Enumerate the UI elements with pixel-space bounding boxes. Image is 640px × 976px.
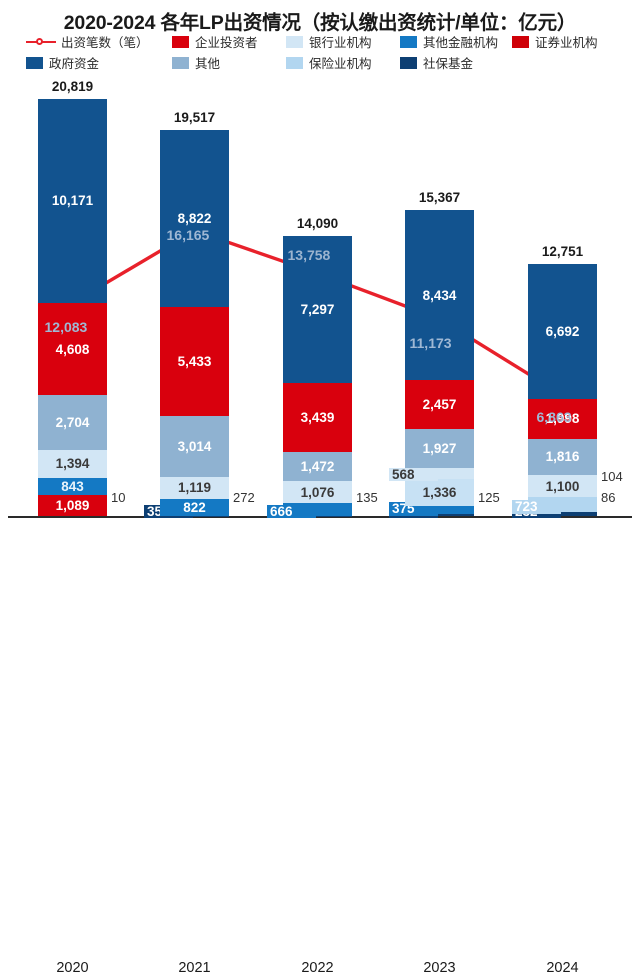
legend-label: 其他金融机构 (423, 32, 498, 51)
bar-segment-label: 822 (160, 501, 229, 515)
chart-legend: 出资笔数（笔） 企业投资者 银行业机构 其他金融机构 证券业机构政府资金 其他 保险业机构 社… (0, 33, 640, 75)
legend-line-marker-icon (26, 36, 56, 48)
bar-side-label: 135 (356, 490, 378, 505)
bar-segment-label: 4,608 (38, 343, 107, 357)
bar-segment-label: 1,089 (38, 499, 107, 513)
bar-segment-label: 666 (267, 505, 316, 519)
legend-item-4[interactable]: 其他金融机构 (400, 33, 498, 50)
bar-segment-label: 1,100 (528, 480, 597, 494)
legend-label: 证券业机构 (535, 32, 598, 51)
bar-segment-label: 1,927 (405, 442, 474, 456)
legend-label: 企业投资者 (195, 32, 258, 51)
bar-total-label: 14,090 (269, 216, 366, 231)
bar-segment-label: 5,433 (160, 355, 229, 369)
legend-item-7[interactable]: 其他 (172, 54, 220, 71)
legend-swatch-icon (172, 57, 189, 69)
bar-segment-label: 1,472 (283, 460, 352, 474)
legend-swatch-icon (512, 36, 529, 48)
bar-total-label: 12,751 (514, 244, 611, 259)
line-point-label: 13,758 (288, 247, 331, 263)
bar-segment-label: 8,434 (405, 289, 474, 303)
legend-swatch-icon (400, 57, 417, 69)
legend-item-1[interactable]: 出资笔数（笔） (26, 33, 149, 50)
bar-side-label: 272 (233, 490, 255, 505)
x-axis-tick-2022: 2022 (267, 960, 368, 976)
legend-swatch-icon (400, 36, 417, 48)
bar-segment-label: 3,014 (160, 440, 229, 454)
bar-side-label: 10 (111, 490, 125, 505)
line-point-label: 11,173 (410, 335, 452, 351)
bar-segment-label: 6,692 (528, 325, 597, 339)
bar-total-label: 15,367 (391, 190, 488, 205)
legend-label: 出资笔数（笔） (61, 32, 149, 51)
line-point-label: 6,863 (537, 409, 572, 425)
legend-item-9[interactable]: 社保基金 (400, 54, 473, 71)
legend-label: 社保基金 (423, 53, 473, 72)
bar-segment-label: 1,076 (283, 486, 352, 500)
x-axis-tick-2023: 2023 (389, 960, 490, 976)
bar-segment-label: 8,822 (160, 212, 229, 226)
legend-item-3[interactable]: 银行业机构 (286, 33, 372, 50)
x-axis-tick-2021: 2021 (144, 960, 245, 976)
bar-segment-label: 1,816 (528, 450, 597, 464)
legend-item-5[interactable]: 证券业机构 (512, 33, 598, 50)
legend-label: 保险业机构 (309, 53, 372, 72)
x-axis-tick-2020: 2020 (22, 960, 123, 976)
legend-swatch-icon (172, 36, 189, 48)
line-point-label: 16,165 (167, 227, 210, 243)
legend-label: 政府资金 (49, 53, 99, 72)
bar-segment-label: 2,457 (405, 398, 474, 412)
chart-container: 2020-2024 各年LP出资情况（按认缴出资统计/单位：亿元） 出资笔数（笔… (0, 0, 640, 554)
bar-side-label: 104 (601, 469, 623, 484)
legend-label: 其他 (195, 53, 220, 72)
bar-segment-label: 1,119 (160, 481, 229, 495)
chart-title: 2020-2024 各年LP出资情况（按认缴出资统计/单位：亿元） (0, 6, 640, 35)
bar-segment-label: 10,171 (38, 194, 107, 208)
bar-segment-label: 843 (38, 480, 107, 494)
bar-segment-label: 3,439 (283, 411, 352, 425)
legend-label: 银行业机构 (309, 32, 372, 51)
bar-side-label: 86 (601, 490, 615, 505)
bar-total-label: 20,819 (24, 79, 121, 94)
bar-segment-label: 1,394 (38, 457, 107, 471)
bar-segment-label: 2,704 (38, 416, 107, 430)
line-point-label: 12,083 (45, 319, 88, 335)
x-axis-tick-2024: 2024 (512, 960, 613, 976)
legend-swatch-icon (26, 57, 43, 69)
bar-side-label: 125 (478, 490, 500, 505)
legend-item-6[interactable]: 政府资金 (26, 54, 99, 71)
bar-segment-label: 1,336 (405, 486, 474, 500)
legend-item-8[interactable]: 保险业机构 (286, 54, 372, 71)
legend-item-2[interactable]: 企业投资者 (172, 33, 258, 50)
bar-segment-label: 568 (389, 468, 438, 482)
bar-segment-label: 7,297 (283, 303, 352, 317)
bar-segment-label: 723 (512, 500, 561, 514)
legend-swatch-icon (286, 57, 303, 69)
legend-swatch-icon (286, 36, 303, 48)
bar-total-label: 19,517 (146, 110, 243, 125)
